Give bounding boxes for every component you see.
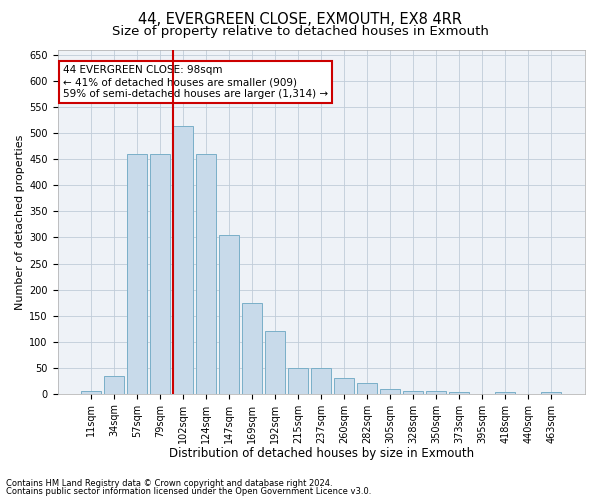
Bar [380, 388, 400, 394]
Bar [104, 376, 124, 394]
Text: Contains public sector information licensed under the Open Government Licence v3: Contains public sector information licen… [6, 487, 371, 496]
Bar [151, 154, 170, 394]
Text: 44, EVERGREEN CLOSE, EXMOUTH, EX8 4RR: 44, EVERGREEN CLOSE, EXMOUTH, EX8 4RR [138, 12, 462, 28]
Bar [311, 368, 331, 394]
Bar [427, 391, 446, 394]
X-axis label: Distribution of detached houses by size in Exmouth: Distribution of detached houses by size … [169, 447, 474, 460]
Bar [449, 392, 469, 394]
Bar [220, 235, 239, 394]
Bar [334, 378, 354, 394]
Bar [358, 384, 377, 394]
Bar [289, 368, 308, 394]
Bar [242, 302, 262, 394]
Text: 44 EVERGREEN CLOSE: 98sqm
← 41% of detached houses are smaller (909)
59% of semi: 44 EVERGREEN CLOSE: 98sqm ← 41% of detac… [63, 66, 328, 98]
Bar [403, 391, 423, 394]
Bar [265, 331, 285, 394]
Bar [127, 154, 147, 394]
Bar [496, 392, 515, 394]
Bar [82, 391, 101, 394]
Bar [196, 154, 216, 394]
Y-axis label: Number of detached properties: Number of detached properties [15, 134, 25, 310]
Bar [173, 126, 193, 394]
Bar [541, 392, 561, 394]
Text: Contains HM Land Registry data © Crown copyright and database right 2024.: Contains HM Land Registry data © Crown c… [6, 478, 332, 488]
Text: Size of property relative to detached houses in Exmouth: Size of property relative to detached ho… [112, 25, 488, 38]
